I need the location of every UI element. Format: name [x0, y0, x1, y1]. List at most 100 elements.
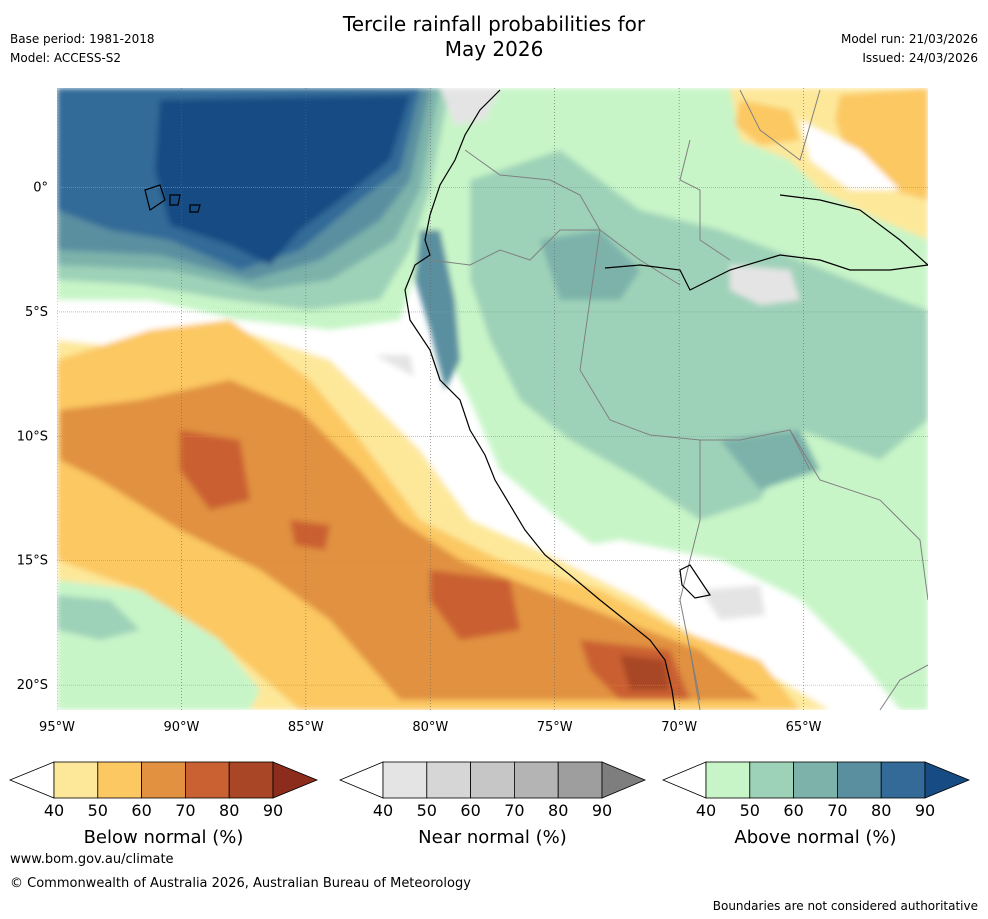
lake-titicaca [679, 564, 711, 599]
above-normal-50-southwest [57, 595, 140, 640]
above-normal-60-patch [720, 430, 820, 490]
boundary-bolivia-brazil [789, 429, 928, 601]
below-normal-70-ocean-mid [180, 430, 250, 510]
boundary-colombia-ecuador [464, 149, 681, 286]
colorbar-max-extension [272, 761, 319, 799]
below-normal-50-northeast [835, 88, 928, 200]
latitude-label: 10°S [17, 429, 48, 444]
colorbar-tick-label: 40 [696, 801, 716, 820]
colorbar-tick-label: 80 [871, 801, 891, 820]
longitude-label: 95°W [39, 720, 75, 735]
colorbar-legends: 40 50 60 70 80 90 Below normal (%) 40 50 60 70 80 90… [8, 761, 971, 848]
near-normal-white-ne [800, 120, 900, 190]
colorbar-max-extension [601, 761, 647, 799]
coastlines [144, 89, 928, 710]
boundary-ecuador-peru [429, 229, 600, 266]
latitude-label: 0° [33, 181, 48, 196]
colorbar-tick-label: 80 [548, 801, 568, 820]
colorbar-title: Above normal (%) [734, 827, 896, 848]
issued-date: Issued: 24/03/2026 [862, 51, 978, 65]
colorbar-segment [749, 761, 794, 799]
colorbar-tick-label: 40 [44, 801, 64, 820]
colorbar-tick-label: 50 [88, 801, 108, 820]
colorbar-tick-label: 90 [592, 801, 612, 820]
probability-shading [57, 88, 928, 710]
latitude-label: 5°S [25, 305, 48, 320]
colorbar-min-extension [338, 761, 384, 799]
copyright-notice: © Commonwealth of Australia 2026, Austra… [10, 876, 471, 891]
near-normal-grey-land-2 [700, 585, 765, 620]
colorbar-segment [141, 761, 186, 799]
longitude-label: 70°W [661, 720, 697, 735]
coastline-pacific [404, 89, 676, 710]
longitude-labels: 95°W 90°W 85°W 80°W 75°W 70°W 65°W [39, 720, 822, 735]
below-normal-50-patch-ne [735, 100, 800, 145]
near-normal-grey-north [440, 88, 500, 125]
coastline-amazon [779, 194, 928, 266]
model-name: Model: ACCESS-S2 [10, 51, 122, 65]
colorbar-tick-label: 90 [263, 801, 283, 820]
colorbar-tick-label: 70 [175, 801, 195, 820]
near-normal-grey-land-1 [730, 265, 800, 305]
country-boundaries [429, 89, 928, 710]
below-normal-70-ocean-south [430, 570, 520, 640]
colorbar-segment [880, 761, 926, 799]
map-field [57, 88, 928, 710]
longitude-label: 90°W [163, 720, 199, 735]
above-normal-coastal-strip [415, 230, 460, 390]
longitude-label: 75°W [537, 720, 573, 735]
boundary-colombia-venezuela [679, 139, 731, 261]
colorbar-min-extension [661, 761, 707, 799]
colorbar-segment [837, 761, 882, 799]
boundary-southeast [879, 664, 928, 710]
colorbar-tick-label: 80 [219, 801, 239, 820]
colorbar-title: Below normal (%) [84, 827, 244, 848]
title-line-1: Tercile rainfall probabilities for [342, 12, 646, 36]
colorbar-segment [514, 761, 559, 799]
colorbar-segment [705, 761, 751, 799]
colorbar-segment [382, 761, 428, 799]
boundary-chile-bolivia [689, 649, 701, 710]
colorbar-tick-label: 70 [827, 801, 847, 820]
colorbar-below-normal: 40 50 60 70 80 90 Below normal (%) [8, 761, 319, 848]
colorbar-above-normal: 40 50 60 70 80 90 Above normal (%) [661, 761, 971, 848]
coastline-river [604, 254, 928, 291]
colorbar-tick-label: 70 [504, 801, 524, 820]
colorbar-segment [470, 761, 515, 799]
below-normal-80-coast [620, 655, 670, 690]
colorbar-tick-label: 50 [740, 801, 760, 820]
colorbar-segment [184, 761, 230, 799]
boundary-peru-brazil [579, 229, 811, 471]
colorbar-tick-label: 40 [373, 801, 393, 820]
latitude-labels: 0° 5°S 10°S 15°S 20°S [17, 181, 48, 694]
boundary-northeast [739, 89, 821, 161]
below-normal-70-ocean-west [290, 520, 330, 550]
longitude-label: 85°W [288, 720, 324, 735]
boundary-disclaimer: Boundaries are not considered authoritat… [712, 899, 978, 913]
colorbar-tick-label: 50 [417, 801, 437, 820]
colorbar-tick-label: 90 [915, 801, 935, 820]
colorbar-min-extension [8, 761, 55, 799]
colorbar-segment [426, 761, 471, 799]
colorbar-tick-label: 60 [131, 801, 151, 820]
base-period: Base period: 1981-2018 [10, 32, 155, 46]
map-title: Tercile rainfall probabilities for May 2… [0, 12, 988, 62]
colorbar-segment [97, 761, 143, 799]
longitude-label: 80°W [412, 720, 448, 735]
colorbar-near-normal: 40 50 60 70 80 90 Near normal (%) [338, 761, 647, 848]
colorbar-tick-label: 60 [783, 801, 803, 820]
website-link[interactable]: www.bom.gov.au/climate [10, 852, 174, 867]
title-line-2: May 2026 [444, 37, 544, 61]
colorbar-segment [53, 761, 99, 799]
colorbar-segment [557, 761, 603, 799]
latitude-label: 20°S [17, 678, 48, 693]
colorbar-segment [228, 761, 274, 799]
colorbar-tick-label: 60 [460, 801, 480, 820]
longitude-label: 65°W [786, 720, 822, 735]
colorbar-max-extension [924, 761, 971, 799]
model-run: Model run: 21/03/2026 [840, 32, 978, 46]
latitude-label: 15°S [17, 554, 48, 569]
above-normal-60-land [540, 230, 640, 300]
galapagos-islands [144, 184, 201, 213]
